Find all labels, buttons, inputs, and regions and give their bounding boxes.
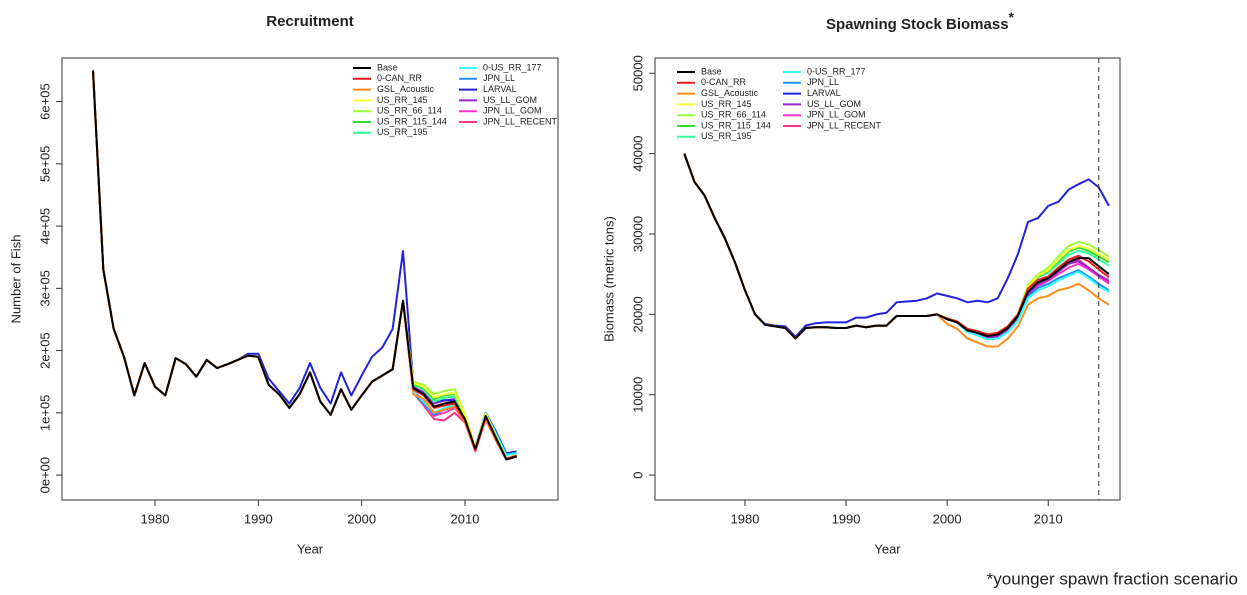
series-line [683, 153, 1110, 340]
legend-label: US_LL_GOM [483, 95, 537, 105]
x-axis-label: Year [874, 541, 901, 556]
series-line [683, 153, 1110, 340]
plot-box [654, 57, 1121, 501]
legend-label: Base [377, 62, 398, 72]
y-tick-label: 30000 [630, 216, 645, 252]
plot-box [61, 57, 559, 501]
series-line [683, 153, 1110, 340]
legend-label: US_RR_66_114 [701, 110, 766, 120]
series-line [683, 153, 1110, 341]
series-line [683, 153, 1110, 340]
legend-label: 0-US_RR_177 [807, 66, 866, 76]
y-tick-label: 40000 [630, 136, 645, 172]
y-tick-label: 10000 [630, 377, 645, 413]
legend-label: JPN_LL [483, 73, 515, 83]
title-text: Spawning Stock Biomass [826, 16, 1009, 33]
legend-label: US_RR_145 [701, 99, 752, 109]
y-axis-label: Number of Fish [8, 235, 23, 324]
y-tick-label: 1e+05 [37, 395, 52, 432]
legend-label: Base [701, 66, 722, 76]
x-tick-label: 2010 [1034, 511, 1063, 526]
series-line [92, 70, 517, 461]
y-tick-label: 4e+05 [37, 208, 52, 245]
legend-label: US_RR_195 [377, 127, 428, 137]
series-line [683, 153, 1110, 340]
series-line [683, 153, 1110, 340]
x-tick-label: 1980 [141, 511, 170, 526]
x-tick-label: 2000 [347, 511, 376, 526]
x-tick-label: 1990 [244, 511, 273, 526]
title-text: Recruitment [266, 13, 354, 30]
legend-label: LARVAL [483, 84, 517, 94]
footnote: *younger spawn fraction scenario [987, 569, 1238, 588]
legend-label: JPN_LL_GOM [483, 106, 542, 116]
legend-label: 0-CAN_RR [377, 73, 423, 83]
legend-label: JPN_LL_RECENT [483, 116, 558, 126]
y-tick-label: 2e+05 [37, 332, 52, 369]
legend-label: JPN_LL_RECENT [807, 120, 882, 130]
legend-label: US_RR_66_114 [377, 106, 442, 116]
title-superscript: * [1009, 9, 1015, 25]
series-line [683, 153, 1110, 340]
y-tick-label: 3e+05 [37, 270, 52, 307]
chart-title: Spawning Stock Biomass* [826, 9, 1015, 33]
legend-label: GSL_Acoustic [701, 88, 759, 98]
chart-title: Recruitment [266, 13, 354, 30]
legend-label: US_RR_195 [701, 131, 752, 141]
x-tick-label: 1980 [731, 511, 760, 526]
series-line [683, 153, 1110, 348]
legend-label: JPN_LL [807, 77, 839, 87]
legend-label: US_LL_GOM [807, 99, 861, 109]
legend-label: LARVAL [807, 88, 841, 98]
y-axis-label: Biomass (metric tons) [601, 216, 616, 342]
x-axis-label: Year [297, 541, 324, 556]
legend-label: JPN_LL_GOM [807, 110, 866, 120]
y-tick-label: 20000 [630, 296, 645, 332]
x-tick-label: 1990 [832, 511, 861, 526]
legend-label: US_RR_115_144 [701, 120, 771, 130]
series-line [683, 153, 1110, 340]
legend-label: GSL_Acoustic [377, 84, 435, 94]
x-tick-label: 2010 [451, 511, 480, 526]
series-line [683, 153, 1110, 340]
y-tick-label: 0 [630, 471, 645, 478]
legend-label: 0-US_RR_177 [483, 62, 542, 72]
y-tick-label: 50000 [630, 55, 645, 91]
series-line [683, 153, 1110, 338]
y-tick-label: 6e+05 [37, 83, 52, 120]
x-tick-label: 2000 [933, 511, 962, 526]
y-tick-label: 5e+05 [37, 146, 52, 183]
legend-label: 0-CAN_RR [701, 77, 747, 87]
series-line [683, 153, 1110, 341]
legend-label: US_RR_145 [377, 95, 428, 105]
legend-label: US_RR_115_144 [377, 116, 447, 126]
y-tick-label: 0e+00 [37, 457, 52, 494]
